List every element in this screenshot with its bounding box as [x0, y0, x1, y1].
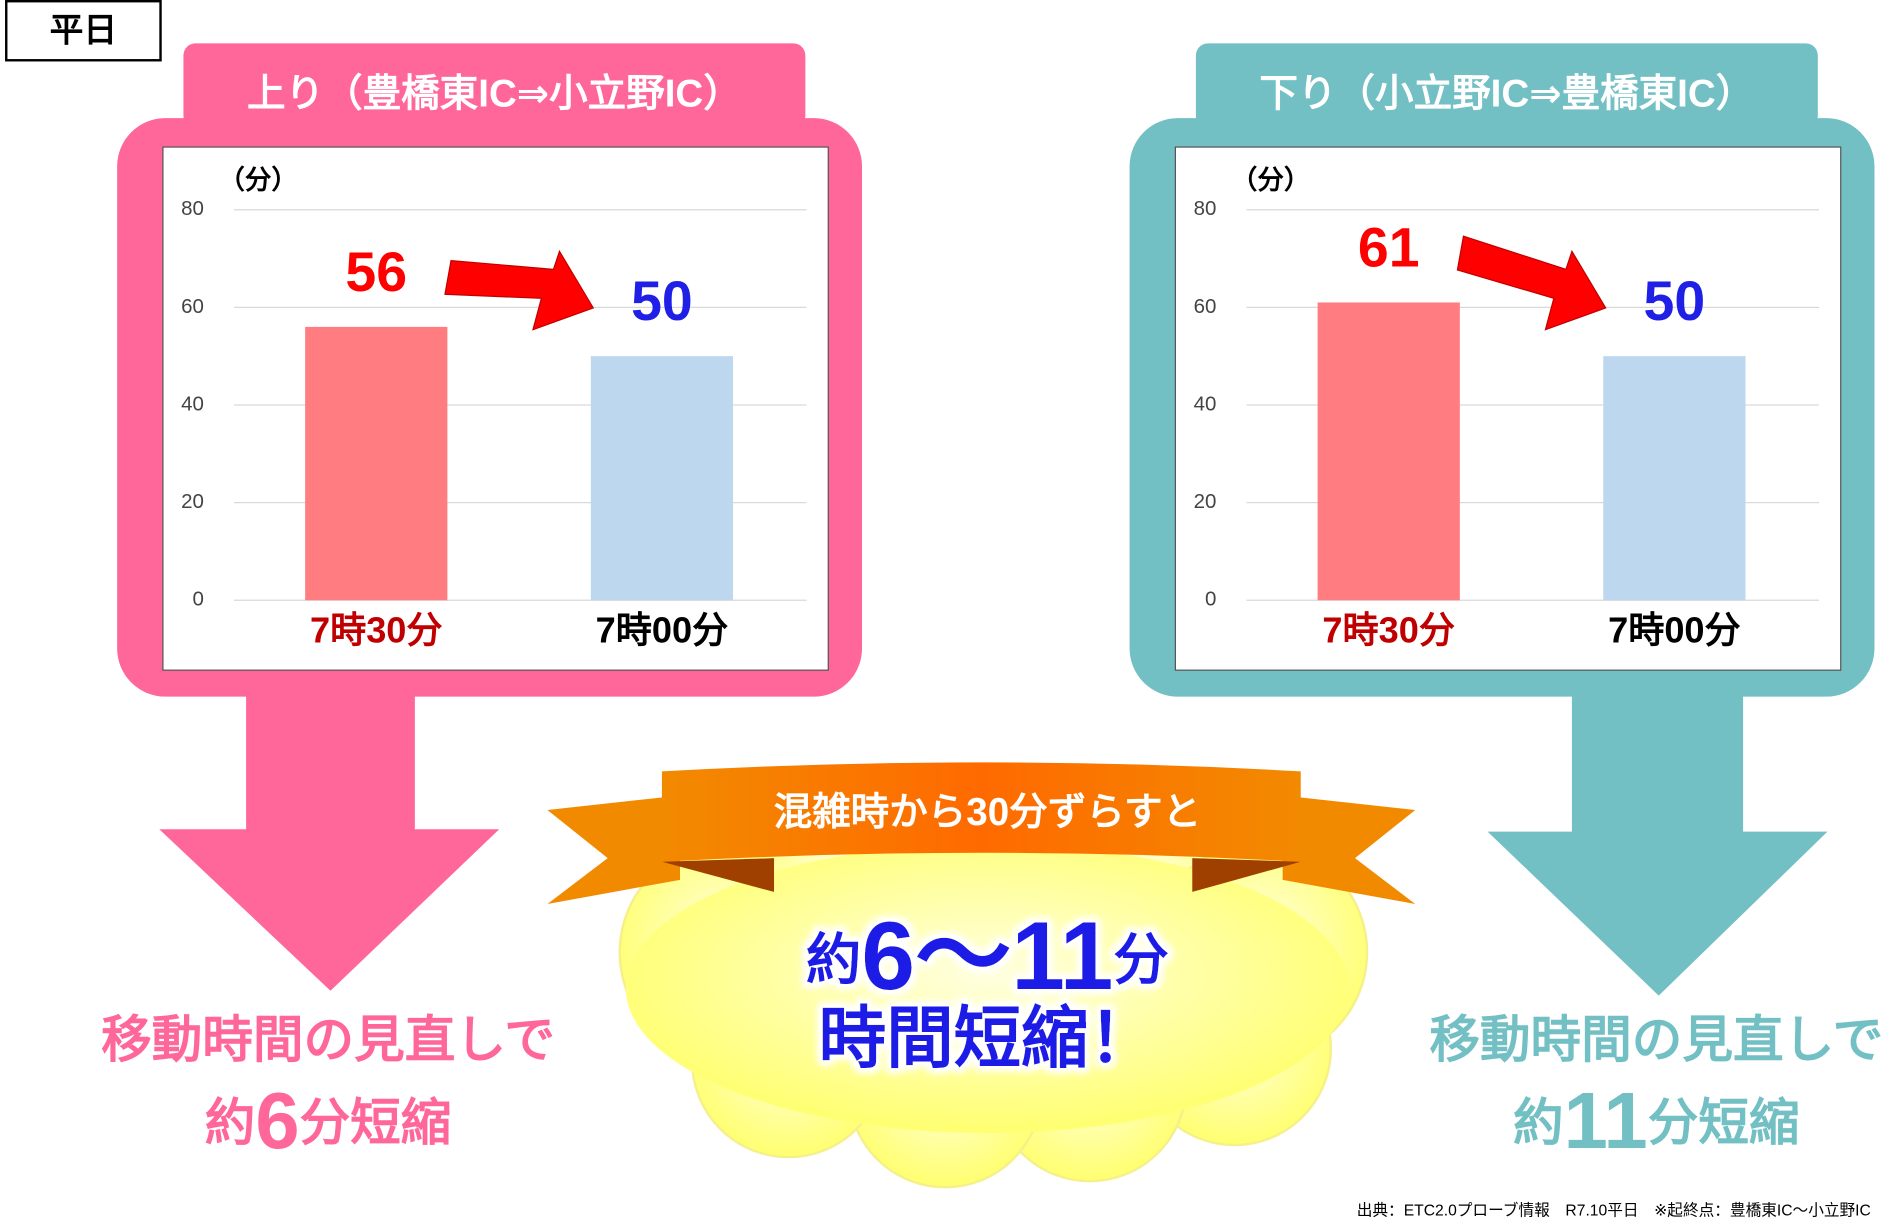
x-tick-label: 7時30分 [310, 609, 443, 650]
headline-unit: 分 [1113, 929, 1168, 991]
y-tick-label: 0 [1205, 588, 1216, 611]
headline: 約6〜11分 [806, 904, 1169, 1011]
value-label: 56 [345, 241, 407, 303]
result-line2: 約11分短縮 [1513, 1076, 1800, 1165]
bar [305, 326, 448, 601]
ribbon-tail [547, 795, 681, 904]
trend-arrow [1456, 235, 1607, 331]
result-line1: 移動時間の見直しで [101, 1011, 555, 1068]
x-tick-label: 7時30分 [1322, 609, 1455, 650]
result-prefix: 約 [205, 1094, 256, 1151]
result-unit: 分短縮 [300, 1094, 452, 1151]
x-tick-label: 7時00分 [1608, 609, 1741, 650]
source-note: 出典：ETC2.0プローブ情報 R7.10平日 ※起終点：豊橋東IC～小立野IC [1357, 1200, 1871, 1219]
title-tab [183, 43, 806, 128]
label-box [5, 0, 162, 62]
ribbon-tail [1282, 795, 1416, 904]
chart-title: 上り（豊橋東IC⇒小立野IC） [247, 73, 742, 116]
ribbon-fold [1192, 858, 1301, 892]
result-line1: 移動時間の見直しで [1429, 1011, 1883, 1068]
result-line2: 約6分短縮 [205, 1076, 452, 1165]
y-tick-label: 80 [181, 197, 204, 220]
banner-text: 混雑時から30分ずらすと [774, 791, 1202, 834]
x-tick-label: 7時00分 [596, 609, 729, 650]
bar [1603, 356, 1746, 601]
trend-arrow [444, 249, 595, 331]
headline-line2: 時間短縮！ [819, 1002, 1156, 1077]
background-shapes [5, 0, 1828, 1189]
y-tick-label: 60 [1194, 295, 1217, 318]
bar [1317, 302, 1460, 601]
chart-title: 下り（小立野IC⇒豊橋東IC） [1259, 73, 1754, 116]
value-label: 61 [1358, 216, 1420, 278]
y-tick-label: 0 [193, 588, 204, 611]
y-tick-label: 20 [1194, 490, 1217, 513]
result-value: 6 [255, 1076, 299, 1165]
chart: 下り（小立野IC⇒豊橋東IC） （分） 0 20 40 60 80 61 7時30分 50 7時00… [1129, 43, 1875, 697]
bar [590, 356, 734, 601]
ribbon [661, 762, 1301, 862]
result-value: 11 [1564, 1076, 1648, 1165]
day-label: 平日 [50, 11, 117, 49]
result-unit: 分短縮 [1648, 1094, 1800, 1151]
ribbon-fold [661, 858, 775, 892]
y-axis-label: （分） [1231, 165, 1311, 195]
down-arrow [159, 687, 500, 991]
value-label: 50 [631, 270, 693, 332]
y-tick-label: 40 [1194, 392, 1217, 415]
y-tick-label: 80 [1194, 197, 1217, 220]
chart: 上り（豊橋東IC⇒小立野IC） （分） 0 20 40 60 80 56 7時30分 50 7時00… [117, 43, 863, 697]
y-tick-label: 40 [181, 392, 204, 415]
value-label: 50 [1644, 270, 1706, 332]
y-tick-label: 60 [181, 295, 204, 318]
result-prefix: 約 [1513, 1094, 1564, 1151]
down-arrow [1487, 687, 1828, 996]
headline-range: 6〜11 [861, 904, 1113, 1011]
y-axis-label: （分） [218, 165, 298, 195]
y-tick-label: 20 [181, 490, 204, 513]
headline-prefix: 約 [806, 929, 861, 991]
title-tab [1195, 43, 1818, 128]
